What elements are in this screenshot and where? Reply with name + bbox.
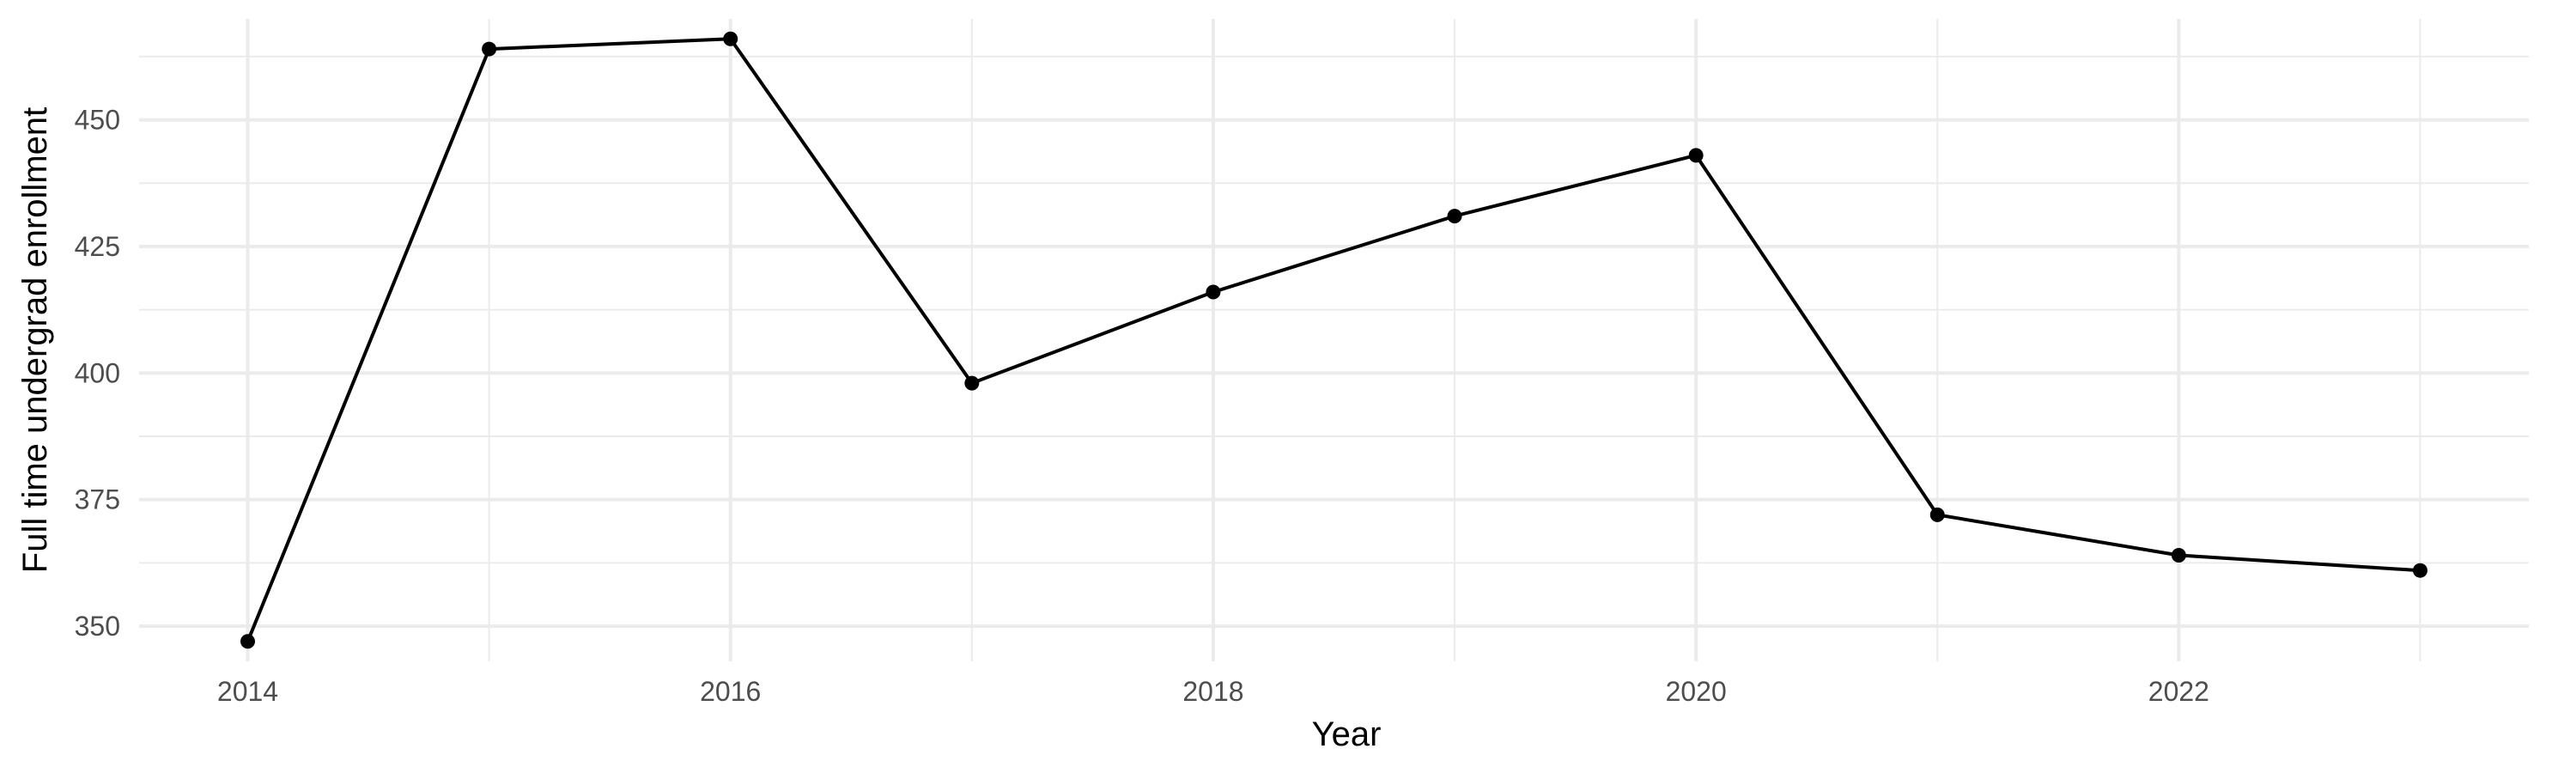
data-points <box>240 31 2427 649</box>
minor-gridlines <box>139 19 2529 661</box>
data-point <box>723 31 738 46</box>
data-point <box>1206 284 1221 300</box>
data-point <box>1688 148 1704 163</box>
x-tick-label: 2020 <box>1666 676 1727 707</box>
x-tick-label: 2022 <box>2148 676 2209 707</box>
y-tick-label: 350 <box>75 611 120 642</box>
x-axis-title: Year <box>1312 715 1382 753</box>
data-point <box>1929 507 1945 522</box>
data-point <box>482 41 497 57</box>
x-tick-label: 2014 <box>217 676 278 707</box>
series-layer <box>246 37 2421 642</box>
x-tick-label: 2018 <box>1182 676 1243 707</box>
y-tick-label: 450 <box>75 105 120 136</box>
y-tick-label: 375 <box>75 484 120 515</box>
data-point <box>2171 548 2186 563</box>
data-point <box>964 375 980 391</box>
data-point <box>2413 563 2427 578</box>
y-axis-title: Full time undergrad enrollment <box>16 107 54 573</box>
data-point <box>240 634 255 649</box>
data-point <box>1447 209 1462 224</box>
y-axis-ticks: 350 375 400 425 450 <box>75 105 120 642</box>
y-tick-label: 425 <box>75 231 120 262</box>
x-tick-label: 2016 <box>700 676 761 707</box>
major-gridlines <box>139 19 2529 661</box>
x-axis-ticks: 2014 2016 2018 2020 2022 <box>217 676 2209 707</box>
y-tick-label: 400 <box>75 357 120 388</box>
series-line <box>246 37 2421 642</box>
